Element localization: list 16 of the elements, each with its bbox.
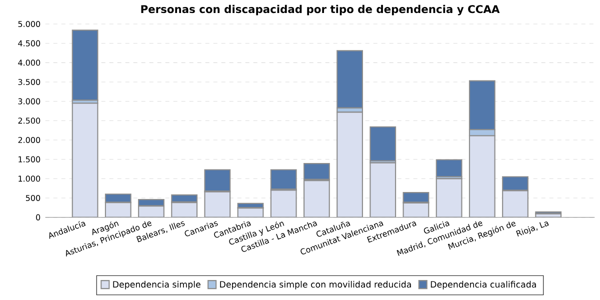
legend-label: Dependencia simple (113, 280, 200, 290)
x-tick-label: Rioja, La (516, 222, 549, 237)
legend-label: Dependencia cualificada (430, 280, 536, 290)
y-tick-label: 2.500 (18, 118, 40, 124)
y-tick-label: 3.000 (18, 98, 40, 104)
y-tick-label: 1.000 (18, 176, 40, 182)
y-tick-label: 5.000 (18, 20, 40, 28)
legend-label: Dependencia simple con movilidad reducida (220, 280, 411, 290)
y-tick-label: 4.500 (18, 40, 40, 46)
y-tick-label: 2.000 (18, 136, 40, 144)
y-tick-label: 1.500 (18, 156, 40, 162)
y-tick-label: 4.000 (18, 60, 40, 66)
y-tick-label: 3.500 (18, 78, 40, 86)
chart-title: Personas con discapacidad por tipo de dependencia y CCAA (141, 4, 500, 16)
y-tick-label: 0 (36, 214, 40, 220)
y-tick-label: 500 (26, 194, 40, 202)
